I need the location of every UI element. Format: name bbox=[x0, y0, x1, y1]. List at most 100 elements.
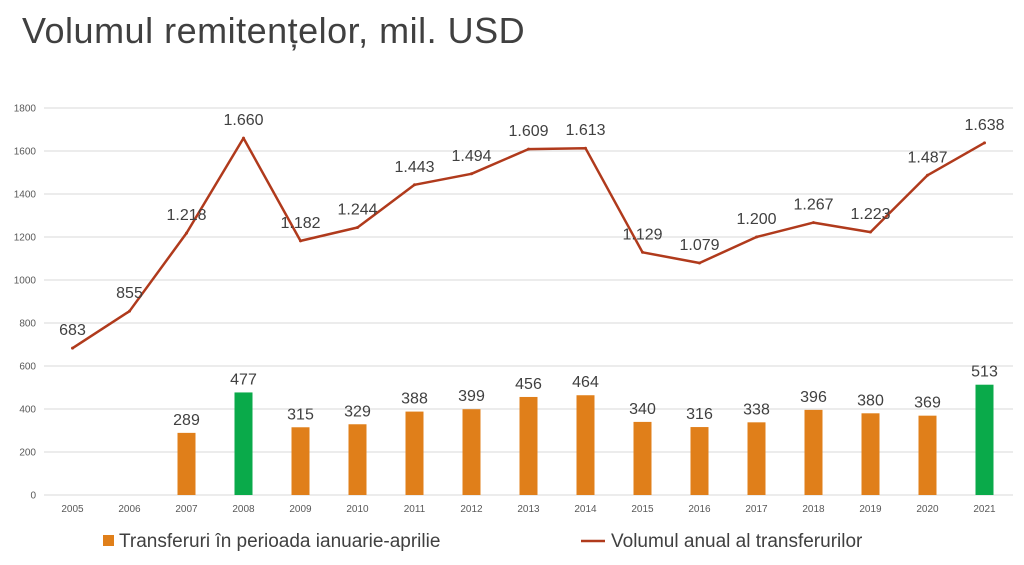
line-labels: 683 855 1.218 1.660 1.182 1.244 1.443 1.494 1.60… bbox=[59, 112, 1004, 339]
line-value-label: 1.218 bbox=[166, 207, 206, 224]
line-value-label: 1.609 bbox=[508, 123, 548, 140]
bar bbox=[519, 396, 538, 495]
bar-labels: 289 477 315 329 388 399 456 464 340 316 338 396 380 3… bbox=[173, 364, 998, 429]
bar bbox=[690, 427, 709, 495]
bar-value-label: 316 bbox=[686, 406, 713, 423]
line-point bbox=[185, 231, 188, 235]
x-tick-label: 2021 bbox=[973, 504, 996, 515]
line-point bbox=[869, 230, 872, 234]
x-tick-label: 2019 bbox=[859, 504, 882, 515]
x-tick-label: 2012 bbox=[460, 504, 483, 515]
x-axis: 2005 2006 2007 2008 2009 2010 2011 2012 2013 2014… bbox=[61, 504, 996, 515]
line-value-label: 1.487 bbox=[907, 149, 947, 166]
chart-title: Volumul remitențelor, mil. USD bbox=[22, 10, 526, 51]
line-value-label: 1.182 bbox=[280, 215, 320, 232]
line-series bbox=[71, 136, 986, 350]
y-tick-label: 1000 bbox=[14, 276, 37, 287]
line-point bbox=[755, 235, 758, 239]
bar bbox=[804, 409, 823, 495]
bar bbox=[633, 421, 652, 495]
line-value-label: 1.267 bbox=[793, 197, 833, 214]
line-point bbox=[698, 261, 701, 265]
line-value-label: 1.494 bbox=[451, 148, 491, 165]
y-tick-label: 1400 bbox=[14, 190, 37, 201]
legend: Transferuri în perioada ianuarie-aprilie… bbox=[103, 531, 863, 552]
y-tick-label: 800 bbox=[19, 319, 36, 330]
x-tick-label: 2006 bbox=[118, 504, 141, 515]
x-tick-label: 2014 bbox=[574, 504, 597, 515]
line-value-label: 1.443 bbox=[394, 159, 434, 176]
line-value-label: 855 bbox=[116, 285, 143, 302]
line-value-label: 1.660 bbox=[223, 112, 263, 129]
x-tick-label: 2005 bbox=[61, 504, 84, 515]
line-value-label: 1.613 bbox=[565, 122, 605, 139]
line-point bbox=[812, 221, 815, 225]
legend-bar-swatch bbox=[103, 535, 114, 546]
line-point bbox=[299, 239, 302, 243]
bar-value-label: 464 bbox=[572, 374, 599, 391]
y-tick-label: 600 bbox=[19, 362, 36, 373]
bar bbox=[975, 384, 994, 495]
bar-value-label: 380 bbox=[857, 392, 884, 409]
line-point bbox=[527, 147, 530, 151]
line-point bbox=[71, 346, 74, 350]
bar-value-label: 477 bbox=[230, 371, 257, 388]
y-tick-label: 1600 bbox=[14, 147, 37, 158]
bar bbox=[861, 413, 880, 495]
bar-value-label: 315 bbox=[287, 406, 314, 423]
x-tick-label: 2009 bbox=[289, 504, 312, 515]
y-axis: 0 200 400 600 800 1000 1200 1400 1600 1800 bbox=[14, 104, 37, 502]
bar-value-label: 513 bbox=[971, 364, 998, 381]
bar bbox=[462, 409, 481, 495]
bar-value-label: 340 bbox=[629, 401, 656, 418]
line-point bbox=[983, 141, 986, 145]
line-value-label: 1.079 bbox=[679, 237, 719, 254]
x-tick-label: 2011 bbox=[404, 504, 426, 515]
x-tick-label: 2010 bbox=[346, 504, 369, 515]
line-value-label: 683 bbox=[59, 322, 86, 339]
line-point bbox=[128, 309, 131, 313]
bar-value-label: 289 bbox=[173, 412, 200, 429]
bar bbox=[747, 422, 766, 495]
bar-value-label: 369 bbox=[914, 395, 941, 412]
x-tick-label: 2020 bbox=[916, 504, 939, 515]
line-point bbox=[413, 183, 416, 187]
y-tick-label: 1800 bbox=[14, 104, 37, 115]
bar-value-label: 396 bbox=[800, 389, 827, 406]
line-point bbox=[242, 136, 245, 140]
bar-series bbox=[177, 384, 994, 495]
y-tick-label: 0 bbox=[30, 491, 36, 502]
line-point bbox=[584, 146, 587, 150]
x-tick-label: 2007 bbox=[175, 504, 198, 515]
y-tick-label: 400 bbox=[19, 405, 36, 416]
y-tick-label: 1200 bbox=[14, 233, 37, 244]
line-value-label: 1.638 bbox=[964, 117, 1004, 134]
x-tick-label: 2008 bbox=[232, 504, 255, 515]
bar bbox=[177, 432, 196, 495]
bar-value-label: 456 bbox=[515, 376, 542, 393]
x-tick-label: 2016 bbox=[688, 504, 711, 515]
line-point bbox=[926, 173, 929, 177]
line-point bbox=[470, 172, 473, 176]
x-tick-label: 2015 bbox=[631, 504, 654, 515]
bar bbox=[348, 424, 367, 495]
line-value-label: 1.244 bbox=[337, 202, 377, 219]
line-point bbox=[641, 250, 644, 254]
bar bbox=[576, 395, 595, 495]
bar bbox=[405, 411, 424, 495]
bar-value-label: 388 bbox=[401, 391, 428, 408]
x-tick-label: 2017 bbox=[745, 504, 768, 515]
line-value-label: 1.223 bbox=[850, 206, 890, 223]
bar bbox=[234, 392, 253, 495]
x-tick-label: 2013 bbox=[517, 504, 540, 515]
line-point bbox=[356, 226, 359, 230]
bar-value-label: 329 bbox=[344, 403, 371, 420]
x-tick-label: 2018 bbox=[802, 504, 825, 515]
bar bbox=[918, 415, 937, 495]
bar-value-label: 399 bbox=[458, 388, 485, 405]
bar-value-label: 338 bbox=[743, 401, 770, 418]
line-value-label: 1.200 bbox=[736, 211, 776, 228]
legend-line-label: Volumul anual al transferurilor bbox=[611, 531, 863, 552]
bar bbox=[291, 427, 310, 495]
